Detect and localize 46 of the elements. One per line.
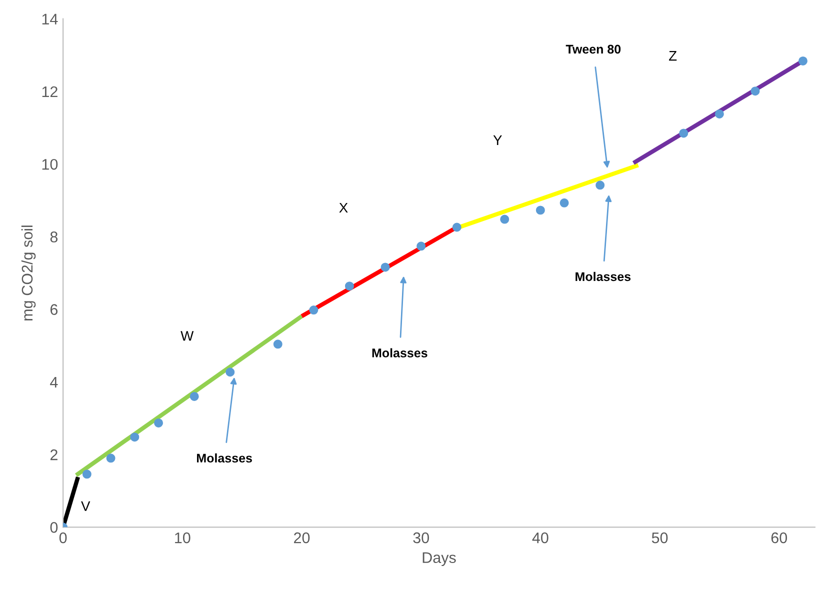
annotation: Molasses bbox=[372, 348, 428, 358]
x-tick-label: 50 bbox=[652, 532, 668, 544]
x-tick-label: 30 bbox=[413, 532, 429, 544]
x-tick-label: 60 bbox=[771, 532, 788, 544]
point bbox=[106, 454, 116, 463]
point bbox=[679, 128, 688, 138]
y-tick-label: 12 bbox=[42, 86, 58, 97]
y-tick-label: 0 bbox=[50, 522, 58, 533]
x-tick-label: 10 bbox=[175, 532, 190, 544]
point bbox=[190, 392, 199, 401]
y-axis-title: mg CO2/g soil bbox=[21, 226, 36, 320]
annotation: V bbox=[81, 501, 90, 511]
x-tick-label: 0 bbox=[59, 532, 67, 544]
annotation: X bbox=[339, 202, 348, 213]
point bbox=[130, 432, 140, 442]
point bbox=[596, 180, 605, 190]
point bbox=[380, 262, 390, 272]
x-tick-label: 40 bbox=[532, 532, 548, 544]
y-tick-label: 4 bbox=[50, 376, 58, 388]
point bbox=[82, 470, 92, 479]
y-tick-label: 14 bbox=[42, 14, 58, 24]
point bbox=[154, 418, 164, 428]
annotation: Y bbox=[493, 135, 502, 145]
point bbox=[273, 340, 282, 349]
point bbox=[344, 282, 354, 291]
point bbox=[226, 368, 235, 377]
y-tick-label: 6 bbox=[50, 304, 58, 315]
point bbox=[536, 206, 545, 215]
y-tick-label: 8 bbox=[50, 232, 58, 242]
point bbox=[714, 109, 724, 118]
annotation: Z bbox=[669, 51, 677, 61]
annotation: Molasses bbox=[197, 453, 252, 463]
point bbox=[309, 306, 318, 315]
y-tick-label: 10 bbox=[42, 158, 58, 170]
point bbox=[416, 242, 426, 251]
point bbox=[500, 214, 510, 224]
point bbox=[798, 56, 808, 66]
y-tick-label: 2 bbox=[50, 449, 58, 460]
point bbox=[750, 86, 760, 96]
annotation: Tween 80 bbox=[566, 44, 621, 54]
point bbox=[560, 198, 569, 208]
point bbox=[452, 222, 462, 232]
x-tick-label: 20 bbox=[294, 532, 310, 544]
annotation: Molasses bbox=[576, 272, 631, 282]
annotation: W bbox=[180, 331, 194, 341]
x-axis-title: Days bbox=[422, 552, 456, 566]
